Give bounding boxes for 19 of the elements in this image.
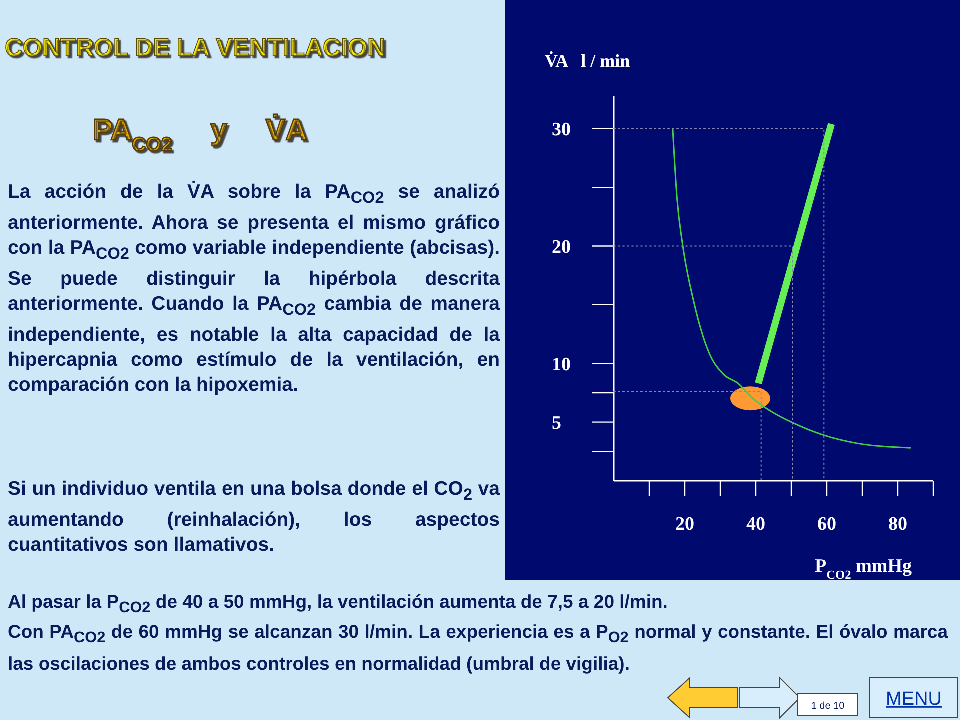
x-tick-label: 40	[746, 514, 766, 535]
text: Con PA$_{CO2}$ de 60 mmHg se alcanzan 30 l/min. La experiencia es a P$_{O2}$ normal y constante. El óvalo marca las oscilaciones de ambos controles en normalidad (umbral de vigilia).	[8, 620, 948, 676]
y-axis-title: V̇A l / min	[545, 51, 630, 71]
text: CONTROL DE LA VENTILACION	[5, 34, 386, 62]
text: PA$_{CO2}$ y V̇A	[92, 114, 308, 156]
text: Si un individuo ventila en una bolsa donde el CO$_{2}$ va aumentando (reinhalación), los aspectos cuantitativos son llamativos.	[8, 477, 500, 558]
y-tick-label: 10	[552, 354, 571, 376]
line-series	[672, 128, 912, 449]
x-tick-label: 60	[818, 514, 836, 535]
x-tick-label: 80	[888, 514, 908, 535]
y-tick-label: 20	[552, 236, 571, 258]
text: MENU	[886, 689, 942, 710]
x-tick-label: 20	[676, 514, 694, 535]
text: Al pasar la P$_{CO2}$ de 40 a 50 mmHg, la ventilación aumenta de 7,5 a 20 l/min.	[8, 590, 669, 619]
y-tick-label: 5	[552, 412, 562, 434]
x-axis-title: P$_{CO2}$ mmHg	[815, 556, 912, 582]
y-tick-label: 30	[552, 120, 571, 141]
text: La acción de la V̇A sobre la PA$_{CO2}$ se analizó anteriormente. Ahora se presenta el mismo gráfico con la PA$_{CO2}$ como variable independiente (abcisas). Se puede distinguir la hipérbola descrita anteriormente. Cuando la PA$_{CO2}$ cambia de manera independiente, es notable la alta capacidad de la hipercapnia como estímulo de la ventilación, en comparación con la hipoxemia.	[8, 181, 500, 396]
text: 1 de 10	[811, 701, 846, 712]
